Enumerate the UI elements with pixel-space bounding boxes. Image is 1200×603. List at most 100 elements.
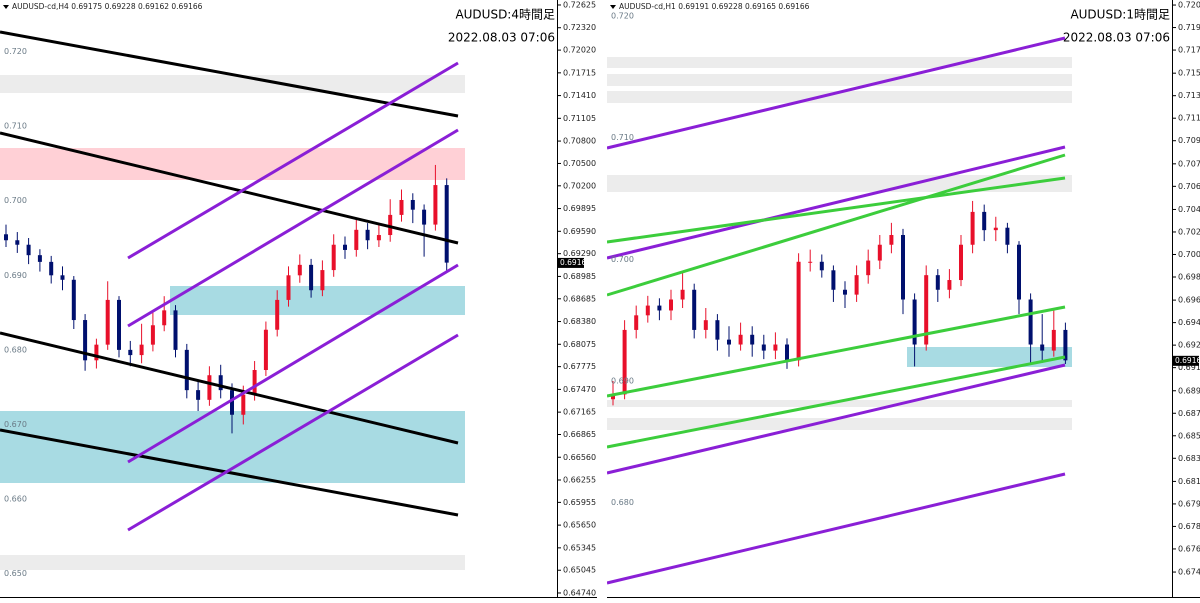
price-tag <box>558 257 584 268</box>
level-label: 0.690 <box>4 271 27 280</box>
candle-body <box>139 344 144 356</box>
candle-body <box>37 255 42 262</box>
candle-body <box>657 305 662 311</box>
candle-body <box>703 320 708 330</box>
candle-body <box>901 235 905 300</box>
chart-title: AUDUSD:4時間足 <box>455 8 555 22</box>
y-tick-label: 0.64740 <box>563 588 596 597</box>
price-tag-label: 0.69166 <box>1175 356 1200 365</box>
y-tick-label: 0.72625 <box>563 0 596 9</box>
y-tick-label: 0.65045 <box>563 566 596 575</box>
y-tick-label: 0.72320 <box>563 23 596 32</box>
candle-body <box>343 244 347 250</box>
y-tick-label: 0.70975 <box>1178 136 1200 145</box>
candle-body <box>275 299 280 330</box>
y-tick-label: 0.68380 <box>563 317 596 326</box>
zone <box>0 148 465 180</box>
candle-body <box>785 344 789 361</box>
y-tick-label: 0.71160 <box>1178 114 1200 123</box>
y-tick-label: 0.68175 <box>1178 477 1200 486</box>
candle-body <box>970 211 975 245</box>
candle-body <box>297 264 302 276</box>
channel-line <box>606 355 1066 449</box>
channel-line <box>606 472 1066 585</box>
y-tick-label: 0.68735 <box>1178 409 1200 418</box>
candle-body <box>365 229 370 241</box>
candle-body <box>796 261 801 361</box>
level-label: 0.700 <box>611 255 634 264</box>
y-tick-label: 0.68920 <box>1178 386 1200 395</box>
candle-body <box>4 234 8 241</box>
y-tick-label: 0.70225 <box>1178 227 1200 236</box>
y-tick-label: 0.70040 <box>1178 250 1200 259</box>
candle-body <box>959 244 963 281</box>
channel-line <box>606 145 1066 260</box>
level-label: 0.700 <box>4 196 27 205</box>
y-tick-label: 0.69290 <box>563 249 596 258</box>
candle-body <box>727 339 731 345</box>
candle-body <box>982 211 987 231</box>
candle-body <box>331 244 336 271</box>
candle-body <box>309 264 314 291</box>
candle-body <box>819 261 824 271</box>
chart-subtitle: 2022.08.03 07:06 <box>448 31 555 45</box>
candle-body <box>117 299 121 350</box>
candle-body <box>889 235 894 245</box>
level-label: 0.710 <box>611 133 634 142</box>
candle-body <box>912 299 917 345</box>
level-label: 0.690 <box>611 377 634 386</box>
channel-line <box>127 61 459 260</box>
header-arrow <box>3 5 9 9</box>
candle-body <box>773 344 778 351</box>
candle-body <box>26 244 31 256</box>
trend-line <box>0 331 459 445</box>
y-tick-label: 0.70800 <box>563 137 596 146</box>
chart-header: AUDUSD-cd,H4 0.69175 0.69228 0.69162 0.6… <box>12 2 203 11</box>
candle-body <box>94 344 99 361</box>
y-tick-label: 0.68075 <box>563 340 596 349</box>
candle-body <box>843 289 847 295</box>
channel-line <box>127 263 459 464</box>
candle-body <box>750 334 755 345</box>
candle-body <box>162 310 167 326</box>
candle-body <box>83 320 88 361</box>
y-tick-label: 0.66865 <box>563 430 596 439</box>
level-label: 0.720 <box>4 47 27 56</box>
candle-body <box>692 289 697 330</box>
trend-line <box>0 428 459 517</box>
candle-body <box>15 240 20 245</box>
channel-line <box>606 153 1066 297</box>
price-tag <box>1173 355 1199 366</box>
separator <box>597 0 607 599</box>
candle-body <box>947 280 952 290</box>
y-tick-label: 0.68365 <box>1178 454 1200 463</box>
level-label: 0.670 <box>4 420 27 429</box>
candle-body <box>241 394 246 415</box>
candle-body <box>680 289 685 300</box>
candle-body <box>320 270 325 291</box>
candle-body <box>60 275 65 280</box>
candle-body <box>634 315 639 330</box>
y-tick-label: 0.72020 <box>563 46 596 55</box>
y-tick-label: 0.71105 <box>563 114 596 123</box>
candle-body <box>1017 244 1021 300</box>
y-tick-label: 0.71715 <box>563 68 596 77</box>
y-tick-label: 0.68550 <box>1178 431 1200 440</box>
channel-line <box>606 363 1066 475</box>
level-label: 0.680 <box>4 345 27 354</box>
candle-body <box>218 375 223 391</box>
level-label: 0.720 <box>611 11 634 20</box>
level-label: 0.680 <box>611 498 634 507</box>
candle-body <box>410 199 415 210</box>
candle-body <box>611 394 615 400</box>
zone <box>607 418 1072 430</box>
y-tick-label: 0.66560 <box>563 453 596 462</box>
channel-line <box>606 176 1066 244</box>
candle-body <box>286 275 291 300</box>
candle-body <box>1028 299 1033 345</box>
zone <box>607 400 1072 407</box>
y-tick-label: 0.70500 <box>563 159 596 168</box>
candle-body <box>173 310 178 350</box>
candle-body <box>831 270 836 290</box>
candle-body <box>935 275 940 290</box>
